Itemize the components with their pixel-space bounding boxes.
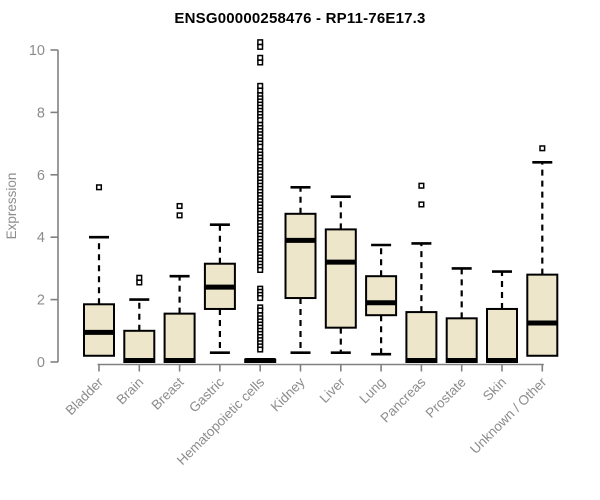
iqr-box bbox=[526, 273, 559, 357]
iqr-box bbox=[284, 212, 317, 300]
y-tick-label: 10 bbox=[29, 43, 45, 59]
outlier-point bbox=[136, 274, 143, 281]
x-tick-label: Pancreas bbox=[378, 374, 429, 425]
outlier-point bbox=[257, 59, 264, 66]
x-tick-label: Breast bbox=[149, 374, 187, 412]
y-tick-label: 4 bbox=[37, 230, 45, 246]
iqr-box bbox=[163, 312, 196, 364]
x-tick-label: Skin bbox=[480, 375, 509, 404]
box-hematopoietic-cells bbox=[244, 39, 277, 363]
box-pancreas bbox=[405, 182, 438, 363]
box-unknown-other bbox=[526, 145, 559, 357]
outlier-point bbox=[257, 82, 264, 89]
outlier-point bbox=[257, 87, 264, 94]
outlier-point bbox=[257, 43, 264, 50]
outlier-point bbox=[176, 212, 183, 219]
outlier-point bbox=[257, 39, 264, 46]
outlier-point bbox=[257, 307, 264, 314]
outlier-point bbox=[257, 346, 264, 353]
outlier-point bbox=[257, 54, 264, 61]
box-skin bbox=[486, 270, 518, 363]
box-prostate bbox=[445, 267, 478, 364]
outlier-point bbox=[257, 117, 264, 124]
y-tick-label: 8 bbox=[37, 105, 45, 121]
y-tick-label: 6 bbox=[37, 168, 45, 184]
x-tick-label: Unknown / Other bbox=[467, 374, 550, 457]
box-bladder bbox=[83, 184, 115, 357]
iqr-box bbox=[365, 275, 398, 317]
outlier-point bbox=[539, 145, 546, 152]
outlier-point bbox=[257, 143, 264, 150]
box-liver bbox=[324, 195, 357, 354]
chart-title: ENSG00000258476 - RP11-76E17.3 bbox=[174, 10, 426, 27]
outlier-point bbox=[418, 201, 425, 208]
x-tick-label: Kidney bbox=[268, 374, 308, 414]
box-brain bbox=[123, 274, 156, 363]
box-kidney bbox=[284, 185, 317, 354]
outlier-point bbox=[257, 266, 264, 274]
box-lung bbox=[365, 243, 398, 356]
x-tick-label: Bladder bbox=[63, 374, 107, 418]
y-axis-title: Expression bbox=[4, 173, 19, 240]
outlier-point bbox=[176, 202, 183, 210]
outlier-point bbox=[418, 182, 425, 189]
x-axis bbox=[97, 363, 544, 372]
outlier-point bbox=[257, 294, 264, 302]
y-tick-label: 0 bbox=[37, 355, 45, 371]
box-breast bbox=[163, 202, 196, 364]
y-tick-label: 2 bbox=[37, 293, 45, 309]
box-gastric bbox=[203, 223, 236, 354]
x-tick-label: Brain bbox=[114, 375, 147, 408]
y-axis bbox=[50, 49, 59, 363]
iqr-box bbox=[405, 311, 438, 363]
x-tick-label: Lung bbox=[356, 375, 388, 407]
outlier-point bbox=[95, 184, 103, 191]
x-tick-label: Prostate bbox=[423, 375, 469, 421]
outlier-point bbox=[136, 279, 143, 286]
iqr-box bbox=[324, 228, 357, 329]
iqr-box bbox=[486, 307, 518, 363]
iqr-box bbox=[445, 317, 478, 364]
iqr-box bbox=[123, 329, 156, 363]
x-tick-label: Liver bbox=[317, 374, 349, 406]
